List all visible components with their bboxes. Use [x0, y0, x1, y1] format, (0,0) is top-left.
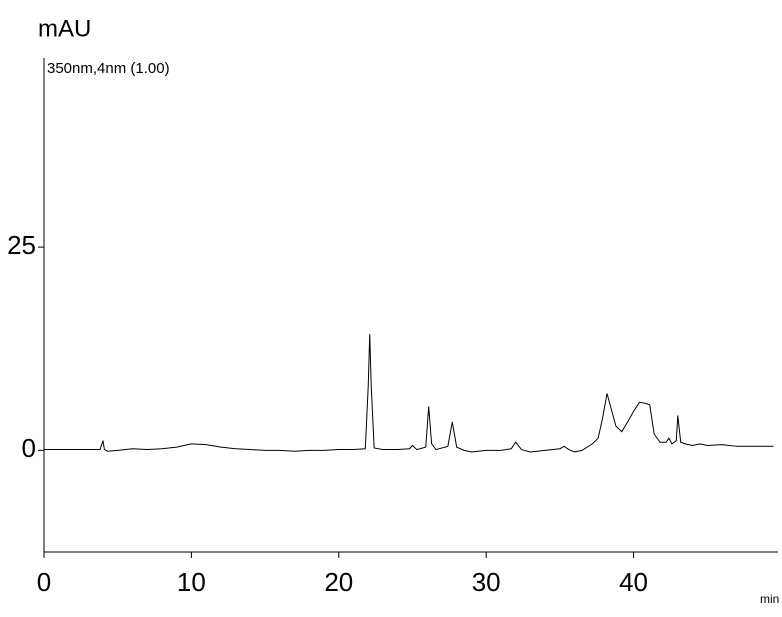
x-tick-label: 30 — [472, 567, 501, 597]
trace — [44, 334, 774, 453]
x-axis-label: min — [760, 592, 779, 606]
x-tick-label: 10 — [177, 567, 206, 597]
x-tick-label: 40 — [619, 567, 648, 597]
y-tick-label: 0 — [22, 433, 36, 463]
y-tick-label: 25 — [7, 230, 36, 260]
subtitle: 350nm,4nm (1.00) — [47, 60, 170, 77]
x-tick-label: 0 — [37, 567, 51, 597]
x-tick-label: 20 — [324, 567, 353, 597]
y-axis-label: mAU — [38, 15, 91, 42]
